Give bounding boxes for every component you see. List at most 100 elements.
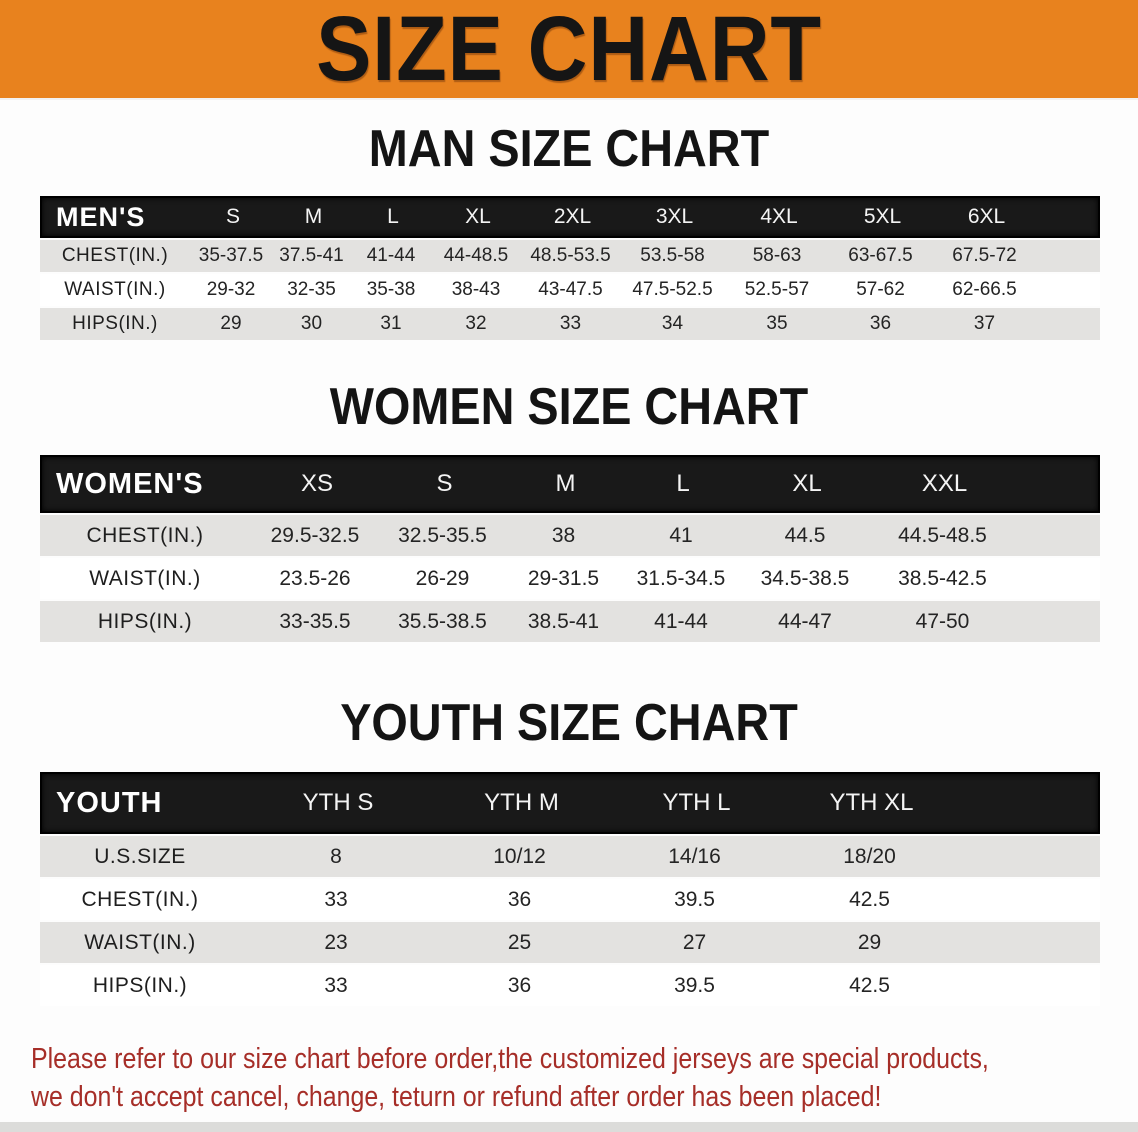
youth-ussize-row: U.S.SIZE 8 10/12 14/16 18/20: [40, 836, 1100, 877]
men-table-header-row: MEN'S S M L XL 2XL 3XL 4XL 5XL 6XL: [40, 196, 1100, 238]
table-cell: 52.5-57: [744, 279, 810, 300]
table-cell: 39.5: [674, 973, 715, 997]
row-label: WAIST(IN.): [64, 279, 166, 300]
table-cell: 36: [507, 973, 532, 997]
table-cell: 44.5: [784, 523, 826, 547]
youth-table-header-row: YOUTH YTH S YTH M YTH L YTH XL: [40, 772, 1100, 834]
row-label: HIPS(IN.): [92, 973, 188, 997]
table-cell: 29-32: [206, 279, 256, 300]
table-cell: 47-50: [915, 609, 970, 633]
youth-hips-row: HIPS(IN.) 33 36 39.5 42.5: [40, 965, 1100, 1006]
women-size-table: WOMEN'S XS S M L XL XXL CHEST(IN.) 29.5-…: [40, 455, 1100, 642]
youth-waist-row: WAIST(IN.) 23 25 27 29: [40, 922, 1100, 963]
table-cell: 33: [324, 973, 348, 997]
table-cell: 35: [766, 313, 788, 334]
size-column-header: YTH L: [662, 789, 731, 816]
table-cell: 41-44: [654, 609, 708, 633]
table-cell: 32: [465, 313, 487, 334]
disclaimer-line-2: we don't accept cancel, change, teturn o…: [30, 1081, 882, 1113]
men-hips-row: HIPS(IN.) 29 30 31 32 33 34 35 36 37: [40, 308, 1100, 340]
table-cell: 35-38: [366, 279, 416, 300]
table-cell: 39.5: [674, 887, 715, 911]
table-cell: 38-43: [451, 279, 501, 300]
table-cell: 23.5-26: [279, 566, 351, 590]
table-cell: 42.5: [849, 887, 890, 911]
bottom-divider: [0, 1122, 1138, 1132]
order-disclaimer: Please refer to our size chart before or…: [0, 1040, 989, 1116]
youth-section-heading: YOUTH SIZE CHART: [340, 694, 798, 752]
table-cell: 42.5: [849, 973, 890, 997]
size-column-header: M: [304, 205, 323, 228]
row-label: WAIST(IN.): [84, 930, 196, 954]
table-cell: 31: [380, 313, 402, 334]
row-label: HIPS(IN.): [97, 609, 193, 633]
men-chest-row: CHEST(IN.) 35-37.5 37.5-41 41-44 44-48.5…: [40, 240, 1100, 272]
table-cell: 47.5-52.5: [632, 279, 713, 300]
table-cell: 33: [324, 887, 348, 911]
women-chest-row: CHEST(IN.) 29.5-32.5 32.5-35.5 38 41 44.…: [40, 515, 1100, 556]
size-column-header: 6XL: [967, 205, 1006, 228]
table-cell: 38.5-42.5: [898, 566, 987, 590]
size-column-header: YTH S: [302, 789, 374, 816]
row-label: CHEST(IN.): [61, 245, 169, 266]
size-column-header: 4XL: [760, 205, 798, 228]
women-table-label: WOMEN'S: [56, 467, 204, 500]
table-cell: 37.5-41: [279, 245, 344, 266]
youth-table-label: YOUTH: [56, 786, 163, 819]
size-column-header: L: [387, 205, 399, 228]
table-cell: 27: [682, 930, 707, 954]
table-cell: 18/20: [843, 844, 896, 868]
table-cell: 43-47.5: [538, 279, 603, 300]
women-section-heading: WOMEN SIZE CHART: [329, 378, 809, 436]
table-cell: 63-67.5: [848, 245, 913, 266]
table-cell: 44.5-48.5: [898, 523, 987, 547]
size-column-header: 5XL: [863, 205, 902, 228]
men-table-label: MEN'S: [56, 201, 146, 232]
row-label: WAIST(IN.): [89, 566, 201, 590]
table-cell: 10/12: [493, 844, 546, 868]
men-section-heading: MAN SIZE CHART: [368, 120, 770, 178]
banner-title: SIZE CHART: [316, 0, 822, 100]
table-cell: 58-63: [752, 245, 802, 266]
table-cell: 25: [507, 930, 532, 954]
size-column-header: M: [555, 470, 576, 497]
size-column-header: 3XL: [655, 205, 694, 228]
table-cell: 29: [220, 313, 242, 334]
row-label: CHEST(IN.): [86, 523, 204, 547]
table-cell: 62-66.5: [952, 279, 1017, 300]
youth-chest-row: CHEST(IN.) 33 36 39.5 42.5: [40, 879, 1100, 920]
table-cell: 48.5-53.5: [530, 245, 611, 266]
table-cell: 38.5-41: [527, 609, 600, 633]
size-column-header: YTH M: [484, 789, 559, 816]
table-cell: 35-37.5: [198, 245, 264, 266]
size-column-header: XS: [300, 470, 333, 497]
table-cell: 34: [661, 313, 684, 334]
size-column-header: 2XL: [553, 205, 592, 228]
women-waist-row: WAIST(IN.) 23.5-26 26-29 29-31.5 31.5-34…: [40, 558, 1100, 599]
table-cell: 37: [973, 313, 996, 334]
table-cell: 35.5-38.5: [398, 609, 487, 633]
table-cell: 53.5-58: [640, 245, 705, 266]
disclaimer-line-1: Please refer to our size chart before or…: [30, 1043, 989, 1075]
size-column-header: S: [225, 205, 240, 228]
row-label: HIPS(IN.): [72, 313, 158, 334]
table-cell: 30: [300, 313, 323, 334]
table-cell: 33-35.5: [279, 609, 351, 633]
men-size-table: MEN'S S M L XL 2XL 3XL 4XL 5XL 6XL CHEST…: [40, 196, 1100, 340]
size-column-header: L: [676, 470, 690, 497]
table-cell: 29-31.5: [527, 566, 600, 590]
table-cell: 36: [507, 887, 532, 911]
table-cell: 67.5-72: [952, 245, 1017, 266]
table-cell: 23: [324, 930, 348, 954]
table-cell: 29: [857, 930, 882, 954]
table-cell: 31.5-34.5: [636, 566, 726, 590]
size-column-header: S: [436, 470, 453, 497]
table-cell: 34.5-38.5: [760, 566, 850, 590]
size-chart-banner: SIZE CHART: [0, 0, 1138, 100]
table-cell: 33: [559, 313, 582, 334]
table-cell: 38: [551, 523, 576, 547]
table-cell: 14/16: [668, 844, 721, 868]
table-cell: 26-29: [415, 566, 470, 590]
women-hips-row: HIPS(IN.) 33-35.5 35.5-38.5 38.5-41 41-4…: [40, 601, 1100, 642]
row-label: CHEST(IN.): [81, 887, 199, 911]
